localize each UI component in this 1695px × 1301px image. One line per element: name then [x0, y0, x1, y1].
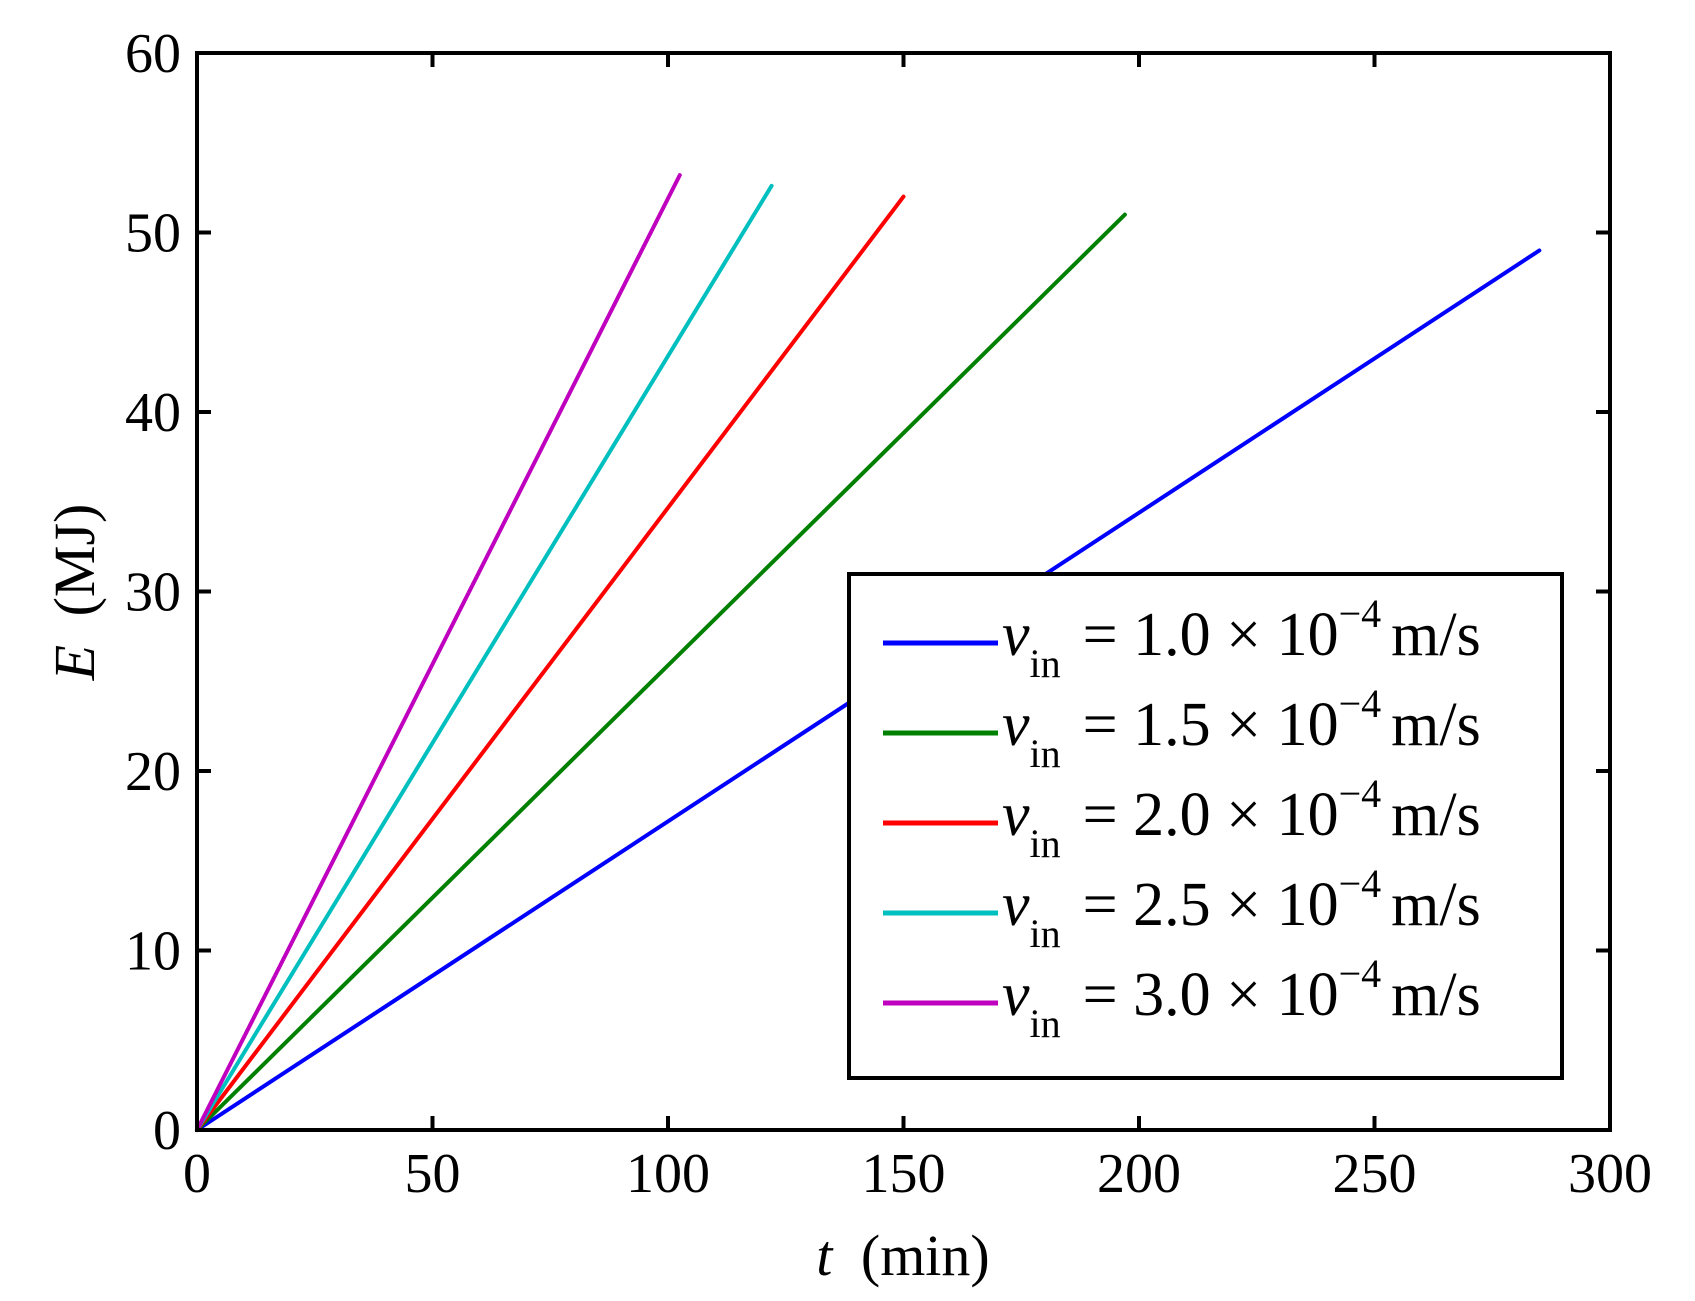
legend-label: vin = 3.0 × 10−4 m/s	[1002, 951, 1481, 1046]
x-tick-label: 0	[183, 1143, 211, 1205]
legend-unit: m/s	[1391, 871, 1481, 939]
legend-sub: in	[1030, 911, 1061, 956]
tick-labels-layer: 0 50 100 150 200 250 300 0 10 20 30 40 50 60	[125, 23, 1652, 1205]
legend-eq: = 2.0 × 10	[1083, 781, 1339, 849]
legend-sub: in	[1030, 821, 1061, 866]
x-tick-label: 150	[862, 1143, 946, 1205]
y-axis-unit: (MJ)	[42, 504, 107, 617]
legend-label: vin = 2.5 × 10−4 m/s	[1002, 861, 1481, 956]
legend-var: v	[1002, 601, 1030, 669]
series-line	[195, 183, 774, 1132]
legend-eq: = 2.5 × 10	[1083, 871, 1339, 939]
x-axis-label: t (min)	[816, 1223, 989, 1288]
legend-var: v	[1002, 871, 1030, 939]
y-tick-label: 30	[125, 562, 181, 624]
legend-item: vin = 2.5 × 10−4 m/s	[883, 861, 1481, 956]
plot-area-frame	[195, 51, 1612, 1132]
legend-exp: −4	[1339, 951, 1382, 996]
legend-var: v	[1002, 961, 1030, 1029]
y-tick-label: 20	[125, 741, 181, 803]
legend-sub: in	[1030, 641, 1061, 686]
legend-exp: −4	[1339, 591, 1382, 636]
legend-label: vin = 1.0 × 10−4 m/s	[1002, 591, 1481, 686]
y-tick-label: 60	[125, 23, 181, 85]
legend-eq: = 1.5 × 10	[1083, 691, 1339, 759]
legend-eq: = 3.0 × 10	[1083, 961, 1339, 1029]
legend-label: vin = 2.0 × 10−4 m/s	[1002, 771, 1481, 866]
legend-eq: = 1.0 × 10	[1083, 601, 1339, 669]
series-line	[195, 212, 1127, 1132]
legend-unit: m/s	[1391, 601, 1481, 669]
y-tick-label: 10	[125, 921, 181, 983]
x-tick-label: 250	[1333, 1143, 1417, 1205]
y-axis-label: E (MJ)	[42, 504, 107, 682]
legend-exp: −4	[1339, 681, 1382, 726]
series-line	[195, 194, 906, 1132]
legend-item: vin = 2.0 × 10−4 m/s	[883, 771, 1481, 866]
x-axis-unit: (min)	[861, 1223, 990, 1288]
legend-item: vin = 3.0 × 10−4 m/s	[883, 951, 1481, 1046]
y-tick-label: 50	[125, 203, 181, 265]
x-tick-label: 50	[405, 1143, 461, 1205]
legend-exp: −4	[1339, 771, 1382, 816]
legend-var: v	[1002, 691, 1030, 759]
legend-item: vin = 1.5 × 10−4 m/s	[883, 681, 1481, 776]
x-tick-label: 200	[1097, 1143, 1181, 1205]
legend-item: vin = 1.0 × 10−4 m/s	[883, 591, 1481, 686]
y-tick-label: 0	[153, 1100, 181, 1162]
legend-unit: m/s	[1391, 781, 1481, 849]
legend-unit: m/s	[1391, 691, 1481, 759]
y-tick-label: 40	[125, 382, 181, 444]
series-line	[195, 173, 682, 1132]
legend-label: vin = 1.5 × 10−4 m/s	[1002, 681, 1481, 776]
y-axis-symbol: E	[42, 645, 107, 681]
legend-var: v	[1002, 781, 1030, 849]
legend-sub: in	[1030, 1001, 1061, 1046]
legend-box	[847, 572, 1564, 1080]
legend-unit: m/s	[1391, 961, 1481, 1029]
x-tick-label: 100	[626, 1143, 710, 1205]
legend-exp: −4	[1339, 861, 1382, 906]
legend-sub: in	[1030, 731, 1061, 776]
x-axis-symbol: t	[816, 1223, 834, 1288]
x-tick-label: 300	[1568, 1143, 1652, 1205]
